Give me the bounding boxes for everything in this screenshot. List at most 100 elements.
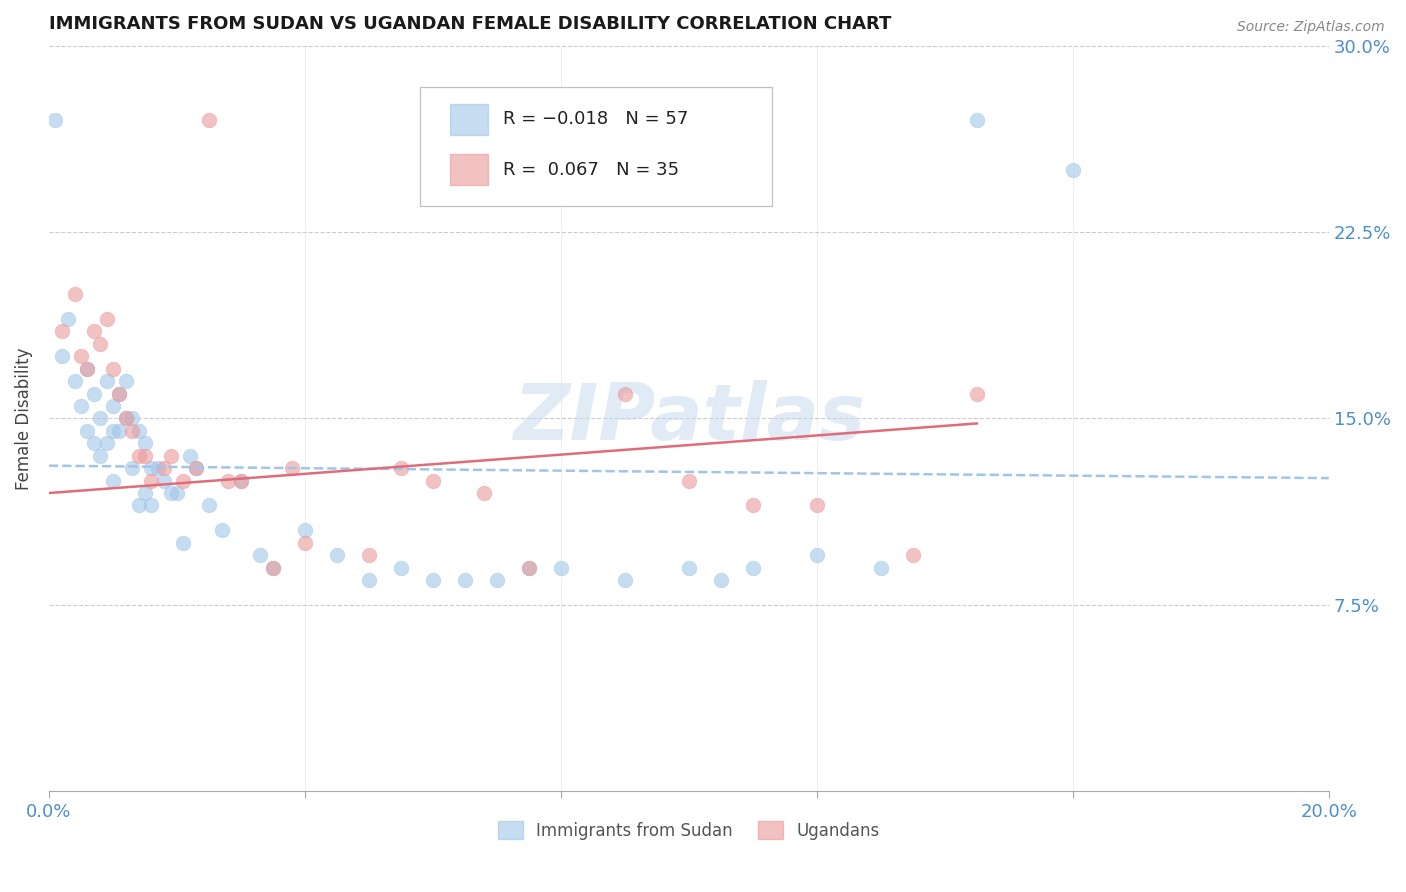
Point xyxy=(83,325,105,339)
Point xyxy=(198,113,221,128)
Point xyxy=(281,461,304,475)
Point xyxy=(613,573,636,587)
Point xyxy=(70,399,93,413)
Point xyxy=(128,424,150,438)
Point xyxy=(517,560,540,574)
Point xyxy=(51,325,73,339)
Point xyxy=(179,449,201,463)
Point xyxy=(966,386,988,401)
Point xyxy=(76,361,98,376)
Point xyxy=(44,113,66,128)
Point xyxy=(76,424,98,438)
Point xyxy=(83,386,105,401)
Point xyxy=(186,461,208,475)
Text: Source: ZipAtlas.com: Source: ZipAtlas.com xyxy=(1237,20,1385,34)
Point xyxy=(101,399,124,413)
Point xyxy=(96,312,118,326)
Point xyxy=(134,486,156,500)
Point xyxy=(172,474,194,488)
Point xyxy=(326,548,349,562)
Y-axis label: Female Disability: Female Disability xyxy=(15,347,32,490)
Point xyxy=(70,349,93,363)
Text: R = −0.018   N = 57: R = −0.018 N = 57 xyxy=(503,111,689,128)
Point xyxy=(485,573,508,587)
Point xyxy=(128,449,150,463)
Point xyxy=(357,548,380,562)
Point xyxy=(422,573,444,587)
Point xyxy=(63,287,86,301)
Point xyxy=(166,486,188,500)
Point xyxy=(153,474,176,488)
FancyBboxPatch shape xyxy=(420,87,772,206)
Point xyxy=(114,411,136,425)
Point xyxy=(108,386,131,401)
Text: IMMIGRANTS FROM SUDAN VS UGANDAN FEMALE DISABILITY CORRELATION CHART: IMMIGRANTS FROM SUDAN VS UGANDAN FEMALE … xyxy=(49,15,891,33)
Point xyxy=(741,560,763,574)
Point xyxy=(472,486,495,500)
Point xyxy=(422,474,444,488)
Point xyxy=(114,411,136,425)
Bar xyxy=(450,103,488,136)
Point xyxy=(389,461,412,475)
Point xyxy=(229,474,252,488)
Point xyxy=(159,486,181,500)
Point xyxy=(108,386,131,401)
Point xyxy=(389,560,412,574)
Point xyxy=(96,374,118,388)
Point xyxy=(121,461,143,475)
Point xyxy=(249,548,271,562)
Point xyxy=(51,349,73,363)
Bar xyxy=(450,154,488,186)
Point xyxy=(901,548,924,562)
Point xyxy=(121,424,143,438)
Point xyxy=(101,361,124,376)
Point xyxy=(806,548,828,562)
Point xyxy=(613,386,636,401)
Text: R =  0.067   N = 35: R = 0.067 N = 35 xyxy=(503,161,679,178)
Point xyxy=(121,411,143,425)
Text: ZIPatlas: ZIPatlas xyxy=(513,381,865,457)
Point xyxy=(678,560,700,574)
Point xyxy=(550,560,572,574)
Legend: Immigrants from Sudan, Ugandans: Immigrants from Sudan, Ugandans xyxy=(492,814,886,847)
Point xyxy=(101,424,124,438)
Point xyxy=(134,436,156,450)
Point xyxy=(198,499,221,513)
Point xyxy=(141,461,163,475)
Point xyxy=(517,560,540,574)
Point xyxy=(141,474,163,488)
Point xyxy=(128,499,150,513)
Point xyxy=(966,113,988,128)
Point xyxy=(357,573,380,587)
Point xyxy=(806,499,828,513)
Point xyxy=(294,535,316,549)
Point xyxy=(1062,163,1084,178)
Point xyxy=(741,499,763,513)
Point xyxy=(262,560,284,574)
Point xyxy=(63,374,86,388)
Point xyxy=(454,573,477,587)
Point xyxy=(83,436,105,450)
Point xyxy=(96,436,118,450)
Point xyxy=(76,361,98,376)
Point xyxy=(108,424,131,438)
Point xyxy=(134,449,156,463)
Point xyxy=(229,474,252,488)
Point xyxy=(141,499,163,513)
Point xyxy=(678,474,700,488)
Point xyxy=(101,474,124,488)
Point xyxy=(153,461,176,475)
Point xyxy=(89,411,111,425)
Point xyxy=(172,535,194,549)
Point xyxy=(114,374,136,388)
Point xyxy=(146,461,169,475)
Point xyxy=(89,449,111,463)
Point xyxy=(869,560,891,574)
Point xyxy=(294,524,316,538)
Point xyxy=(262,560,284,574)
Point xyxy=(56,312,79,326)
Point xyxy=(89,337,111,351)
Point xyxy=(186,461,208,475)
Point xyxy=(211,524,233,538)
Point xyxy=(159,449,181,463)
